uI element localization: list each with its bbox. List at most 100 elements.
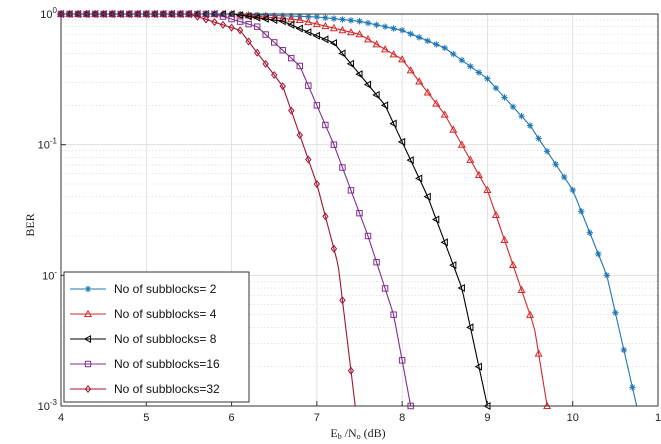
data-point-marker: [397, 137, 406, 146]
data-point-marker: [466, 155, 475, 163]
legend-entry: No of subblocks=16: [70, 357, 220, 371]
marker-stroke: [322, 15, 328, 21]
data-point-marker: [236, 26, 244, 35]
data-point-marker: [578, 208, 585, 215]
y-tick-label: 10-1: [38, 137, 58, 152]
data-point-marker: [287, 20, 295, 29]
data-point-marker: [312, 31, 320, 40]
data-point-marker: [322, 212, 329, 221]
data-point-marker: [177, 9, 184, 19]
data-point-marker: [500, 235, 509, 244]
data-point-marker: [389, 50, 398, 58]
data-point-marker: [381, 285, 389, 292]
marker-stroke: [314, 14, 320, 20]
data-point-marker: [83, 9, 90, 19]
data-point-marker: [534, 349, 543, 357]
data-point-marker: [552, 161, 559, 168]
data-point-marker: [390, 311, 397, 318]
data-point-marker: [313, 13, 321, 21]
data-point-marker: [245, 37, 252, 46]
data-point-marker: [168, 9, 176, 19]
marker-stroke: [467, 63, 473, 69]
data-point-marker: [457, 140, 466, 148]
series-triangle-left: [56, 9, 491, 411]
data-point-marker: [228, 23, 235, 32]
data-point-marker: [321, 21, 330, 30]
data-point-marker: [603, 272, 611, 279]
data-point-marker: [100, 9, 107, 19]
data-point-marker: [517, 285, 526, 293]
data-point-marker: [305, 155, 312, 164]
data-point-marker: [440, 238, 448, 247]
data-point-marker: [346, 27, 356, 36]
marker-stroke: [510, 104, 516, 110]
data-point-marker: [245, 20, 252, 28]
marker-stroke: [629, 384, 636, 390]
data-point-marker: [278, 17, 286, 26]
data-point-marker: [474, 170, 483, 178]
data-point-marker: [347, 187, 355, 194]
data-point-marker: [347, 17, 355, 24]
marker-stroke: [305, 14, 311, 20]
data-point-marker: [312, 19, 321, 28]
data-point-marker: [287, 15, 296, 23]
data-point-marker: [295, 15, 304, 24]
data-point-marker: [355, 30, 364, 38]
marker-stroke: [587, 230, 593, 236]
data-point-marker: [236, 18, 244, 25]
marker-stroke: [570, 187, 576, 193]
data-point-marker: [185, 9, 193, 19]
data-point-marker: [338, 49, 346, 58]
data-point-marker: [612, 309, 619, 316]
data-point-marker: [475, 69, 483, 76]
data-point-marker: [134, 9, 141, 19]
legend-entry: No of subblocks= 8: [70, 332, 217, 346]
data-point-marker: [406, 156, 414, 165]
plot-frame: [60, 13, 659, 407]
data-point-marker: [458, 57, 466, 64]
data-point-marker: [262, 59, 269, 68]
marker-stroke: [408, 31, 414, 37]
data-point-marker: [398, 55, 407, 63]
data-point-marker: [271, 71, 278, 80]
x-tick-label: 10: [567, 412, 579, 424]
x-tick-label: 8: [399, 412, 405, 424]
data-point-marker: [83, 309, 93, 318]
legend-entry: No of subblocks= 2: [70, 282, 217, 296]
marker-stroke: [518, 113, 525, 119]
data-point-marker: [432, 99, 441, 107]
marker-stroke: [433, 41, 439, 47]
data-point-marker: [160, 9, 167, 19]
data-point-marker: [117, 9, 124, 19]
data-point-marker: [364, 19, 372, 27]
marker-stroke: [595, 251, 601, 257]
data-point-marker: [288, 106, 295, 115]
marker-stroke: [459, 57, 465, 63]
data-point-marker: [330, 244, 338, 253]
data-point-marker: [211, 18, 218, 27]
data-point-marker: [329, 38, 337, 48]
data-point-marker: [252, 13, 261, 22]
data-point-marker: [518, 112, 525, 120]
data-point-marker: [509, 103, 517, 111]
data-point-marker: [356, 209, 363, 217]
data-point-marker: [228, 15, 235, 23]
data-point-marker: [288, 54, 295, 62]
legend-box: [63, 271, 250, 403]
data-point-marker: [313, 102, 321, 109]
data-point-marker: [433, 41, 440, 48]
legend-label: No of subblocks= 2: [114, 282, 217, 296]
marker-stroke: [425, 38, 431, 44]
data-point-marker: [381, 23, 389, 30]
data-point-marker: [406, 66, 415, 74]
data-point-marker: [424, 37, 431, 45]
x-tick-label: 5: [143, 412, 149, 424]
data-point-marker: [304, 28, 312, 37]
data-point-marker: [126, 9, 133, 19]
marker-stroke: [561, 174, 567, 180]
marker-stroke: [365, 20, 371, 26]
marker-stroke: [331, 16, 337, 22]
data-point-marker: [355, 70, 363, 79]
legend-entry: No of subblocks= 4: [70, 307, 217, 321]
data-point-marker: [363, 35, 373, 43]
